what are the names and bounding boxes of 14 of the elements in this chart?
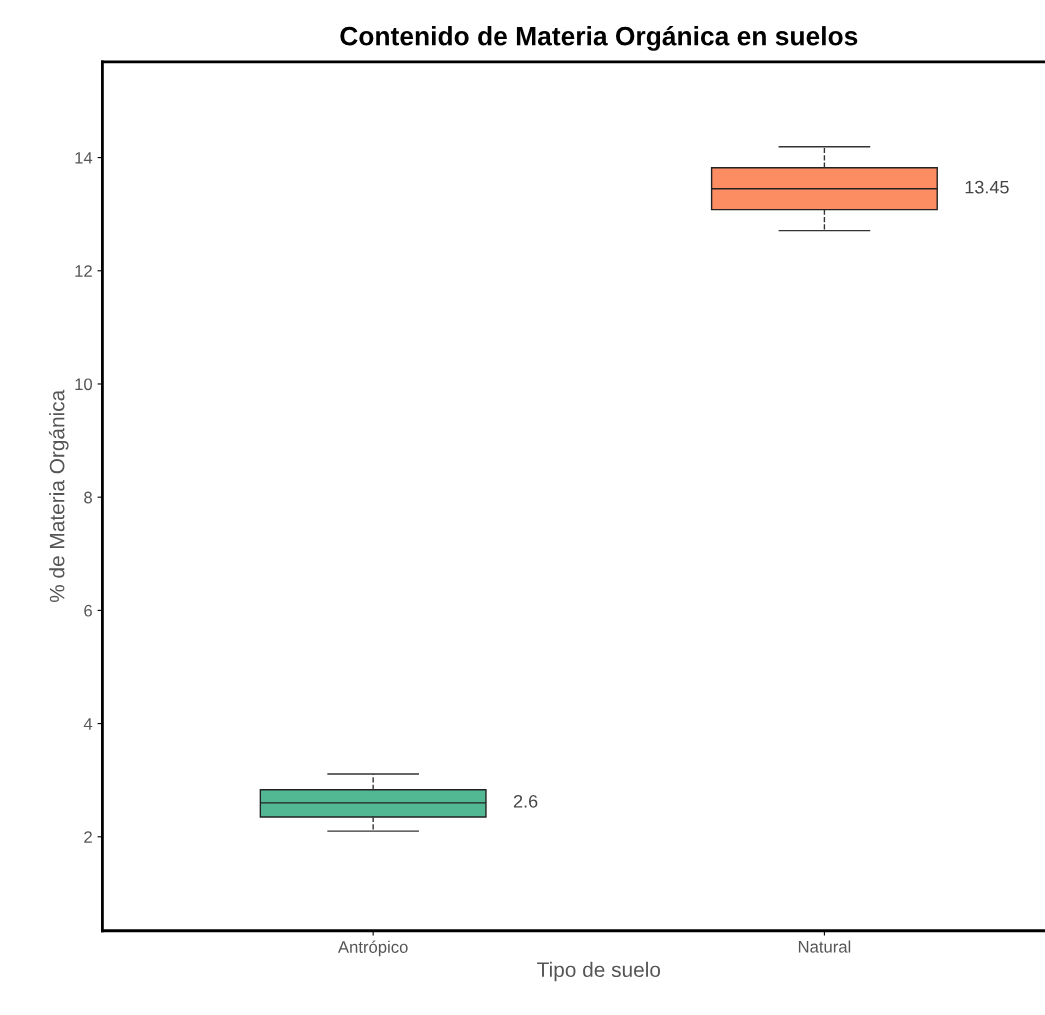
x-axis-title: Tipo de suelo xyxy=(537,961,661,982)
y-axis-title: % de Materia Orgánica xyxy=(48,389,69,603)
annotation: 2.6 xyxy=(513,794,538,808)
chart-title: Contenido de Materia Orgánica en suelos xyxy=(340,25,858,51)
x-tick-label: Antrópico xyxy=(337,940,408,957)
y-tick-label: 2 xyxy=(84,831,92,843)
annotation: 13.45 xyxy=(965,180,1009,194)
y-tick-label: 4 xyxy=(83,718,93,730)
y-tick-label: 12 xyxy=(75,265,92,277)
y-tick-label: 14 xyxy=(75,152,93,164)
y-tick-label: 8 xyxy=(84,491,92,504)
y-tick-label: 6 xyxy=(84,604,92,617)
y-tick-label: 10 xyxy=(75,378,93,391)
x-tick-label: Natural xyxy=(798,940,851,953)
